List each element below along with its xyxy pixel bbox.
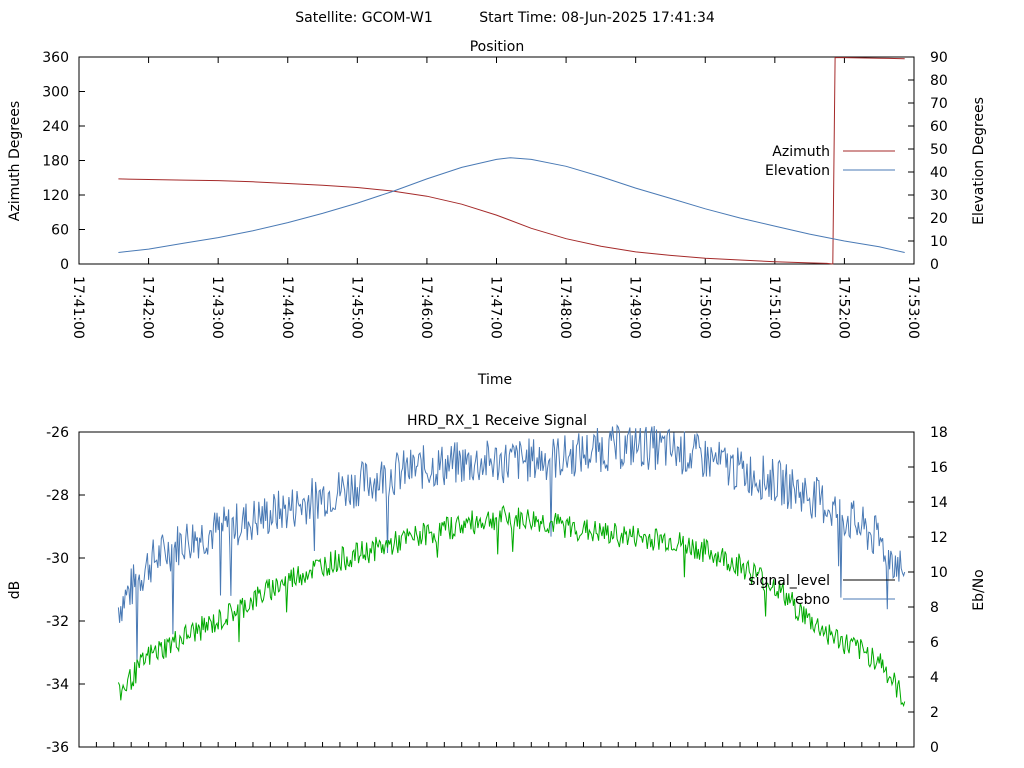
position-x-tick-label: 17:46:00 bbox=[418, 276, 434, 339]
position-plot-frame bbox=[78, 56, 915, 265]
position-y-tick-label: 0 bbox=[60, 257, 69, 273]
position-elevation-line bbox=[118, 157, 905, 253]
position-x-axis-label: Time bbox=[477, 372, 512, 388]
signal-legend-signal-level-label: signal_level bbox=[748, 573, 830, 589]
signal-y2-tick-label: 18 bbox=[930, 425, 948, 441]
position-y-tick-label: 360 bbox=[42, 50, 69, 66]
position-y-tick-label: 120 bbox=[42, 188, 69, 204]
position-y2-tick-label: 30 bbox=[930, 188, 948, 204]
position-x-tick-label: 17:41:00 bbox=[70, 276, 86, 339]
signal-y-tick-label: -26 bbox=[46, 425, 69, 441]
position-y-tick-label: 240 bbox=[42, 119, 69, 135]
start-time-label: Start Time: 08-Jun-2025 17:41:34 bbox=[479, 10, 715, 26]
signal-y2-tick-label: 0 bbox=[930, 740, 939, 756]
position-x-tick-label: 17:47:00 bbox=[488, 276, 504, 339]
position-x-tick-label: 17:50:00 bbox=[696, 276, 712, 339]
signal-chart-title: HRD_RX_1 Receive Signal bbox=[407, 413, 587, 429]
position-y2-axis-label: Elevation Degrees bbox=[971, 97, 987, 225]
signal-ebno-line bbox=[117, 423, 906, 664]
signal-legend-ebno-label: ebno bbox=[795, 592, 830, 608]
signal-y-tick-label: -28 bbox=[46, 488, 69, 504]
position-y2-tick-label: 80 bbox=[930, 73, 948, 89]
signal-y2-axis-label: Eb/No bbox=[971, 569, 987, 611]
position-y2-tick-label: 20 bbox=[930, 211, 948, 227]
position-y2-tick-label: 40 bbox=[930, 165, 948, 181]
signal-y-tick-label: -32 bbox=[46, 614, 69, 630]
position-x-tick-label: 17:53:00 bbox=[905, 276, 921, 339]
position-azimuth-line bbox=[118, 57, 905, 265]
position-legend-azimuth-label: Azimuth bbox=[772, 144, 830, 160]
position-y2-tick-label: 50 bbox=[930, 142, 948, 158]
position-y-tick-label: 60 bbox=[51, 223, 69, 239]
position-y-tick-label: 180 bbox=[42, 154, 69, 170]
satellite-label: Satellite: GCOM-W1 bbox=[295, 10, 432, 26]
signal-y-tick-label: -34 bbox=[46, 677, 69, 693]
position-x-tick-label: 17:42:00 bbox=[140, 276, 156, 339]
position-y-tick-label: 300 bbox=[42, 85, 69, 101]
position-x-tick-label: 17:49:00 bbox=[627, 276, 643, 339]
position-y2-tick-label: 90 bbox=[930, 50, 948, 66]
signal-series-2-line bbox=[117, 505, 906, 708]
signal-y2-tick-label: 12 bbox=[930, 530, 948, 546]
position-legend-elevation-label: Elevation bbox=[765, 163, 830, 179]
position-y-axis-label: Azimuth Degrees bbox=[7, 101, 23, 221]
signal-y2-tick-label: 8 bbox=[930, 600, 939, 616]
position-x-tick-label: 17:51:00 bbox=[766, 276, 782, 339]
position-chart: Position Azimuth Degrees Elevation Degre… bbox=[7, 39, 987, 388]
signal-y-axis-label: dB bbox=[7, 581, 23, 600]
signal-y-tick-label: -36 bbox=[46, 740, 69, 756]
position-y2-tick-label: 10 bbox=[930, 234, 948, 250]
position-y2-tick-label: 70 bbox=[930, 96, 948, 112]
signal-plot-frame bbox=[78, 431, 915, 748]
signal-y2-tick-label: 2 bbox=[930, 705, 939, 721]
signal-y2-tick-label: 4 bbox=[930, 670, 939, 686]
position-chart-title: Position bbox=[470, 39, 525, 55]
signal-y2-tick-label: 10 bbox=[930, 565, 948, 581]
signal-y2-tick-label: 14 bbox=[930, 495, 948, 511]
signal-y2-tick-label: 16 bbox=[930, 460, 948, 476]
signal-y2-tick-label: 6 bbox=[930, 635, 939, 651]
position-y2-tick-label: 60 bbox=[930, 119, 948, 135]
receive-signal-chart: HRD_RX_1 Receive Signal dB Eb/No -36 -34 -… bbox=[7, 413, 987, 756]
signal-y-tick-label: -30 bbox=[46, 551, 69, 567]
position-y2-tick-label: 0 bbox=[930, 257, 939, 273]
position-x-tick-label: 17:45:00 bbox=[348, 276, 364, 339]
position-x-tick-label: 17:52:00 bbox=[835, 276, 851, 339]
position-x-tick-label: 17:44:00 bbox=[279, 276, 295, 339]
position-x-tick-label: 17:43:00 bbox=[209, 276, 225, 339]
position-x-tick-label: 17:48:00 bbox=[557, 276, 573, 339]
